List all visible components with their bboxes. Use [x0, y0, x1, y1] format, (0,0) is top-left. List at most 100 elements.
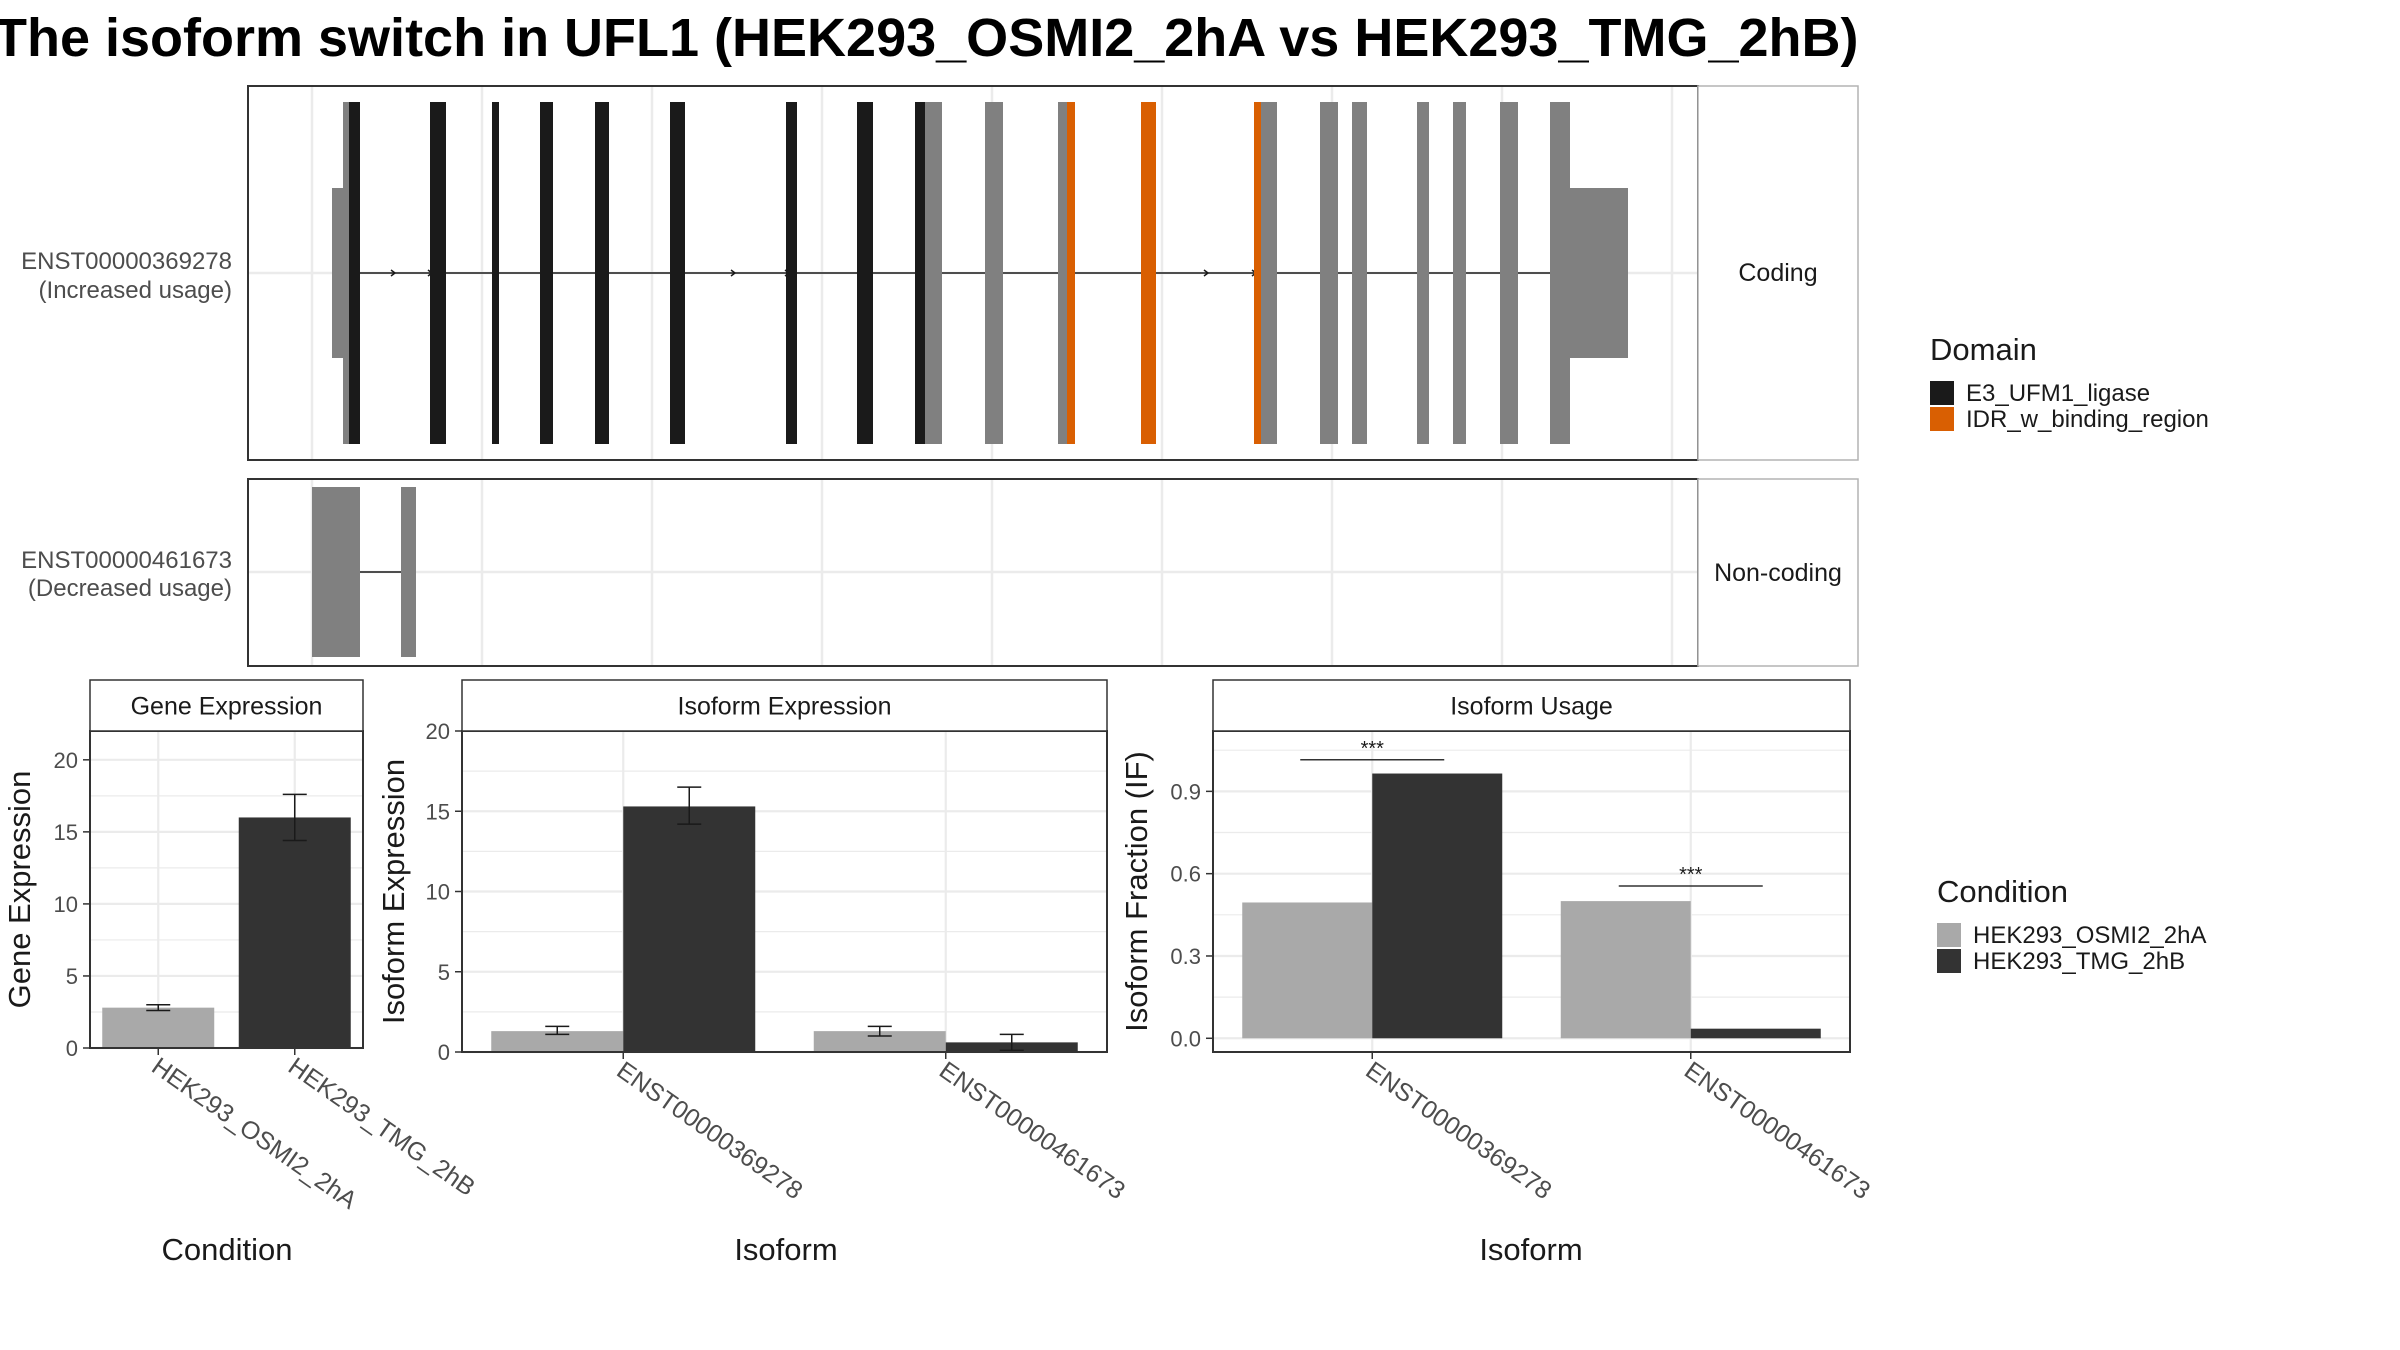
- bar-panel-1: Isoform Expression 0 5 10 15 20 ENST0000036927…: [376, 679, 1130, 1267]
- bar-chart-panels: Gene Expression05101520HEK293_OSMI2_2hAH…: [2, 679, 1875, 1267]
- exon-domain-e3: [540, 102, 553, 444]
- strip-title: Gene Expression: [131, 693, 323, 721]
- domain-legend-title: Domain: [1930, 332, 2037, 367]
- bar-HEK293_TMG_2hB-ENST00000369278: [1372, 773, 1503, 1039]
- x-axis-title: Condition: [162, 1232, 293, 1267]
- condition-legend: Condition HEK293_OSMI2_2hA HEK293_TMG_2h…: [1937, 874, 2206, 975]
- legend-swatch-idr: [1930, 407, 1954, 431]
- exon: [1453, 102, 1466, 444]
- x-tick-label: ENST00000369278: [612, 1056, 808, 1205]
- panel-strip: [1212, 679, 1851, 732]
- exons-e3-ufm1-ligase: [349, 102, 925, 444]
- x-tick-label: ENST00000461673: [934, 1056, 1130, 1205]
- exon-domain-e3: [595, 102, 609, 444]
- panel-strip: [89, 679, 364, 732]
- exon-domain-e3: [430, 102, 446, 444]
- structure-strip: [1697, 85, 1859, 461]
- exon: [401, 487, 416, 657]
- x-tick-label: ENST00000461673: [1679, 1056, 1875, 1205]
- figure-title: The isoform switch in UFL1 (HEK293_OSMI2…: [0, 8, 1858, 68]
- y-tick-label: 5: [66, 964, 78, 989]
- x-axis-title: Isoform: [734, 1232, 837, 1267]
- y-tick-label: 15: [426, 799, 450, 824]
- exon-domain-e3: [857, 102, 873, 444]
- structure-panel-coding: Coding ENST00000369278 (Increased usage): [21, 85, 1859, 461]
- exon-domain-idr: [1067, 102, 1075, 444]
- bar-HEK293_OSMI2_2hA-ENST00000461673: [1560, 901, 1691, 1039]
- y-tick-label: 10: [54, 892, 78, 917]
- exon: [925, 102, 942, 444]
- legend-label-tmg: HEK293_TMG_2hB: [1973, 948, 2185, 975]
- exon-domain-e3: [492, 102, 499, 444]
- isoform-label-coding: ENST00000369278: [21, 248, 232, 275]
- y-tick-label: 0.3: [1170, 944, 1201, 969]
- bar-panel-2: *** *** Isoform Usage 0.0 0.3 0.6 0.9 ENST00000…: [1119, 679, 1875, 1267]
- strip-label-noncoding: Non-coding: [1714, 559, 1842, 587]
- x-axis-title: Isoform: [1479, 1232, 1582, 1267]
- isoform-label-noncoding: ENST00000461673: [21, 547, 232, 574]
- x-tick-label: ENST00000369278: [1361, 1056, 1557, 1205]
- legend-swatch-osmi2: [1937, 923, 1961, 947]
- significance-label: ***: [1361, 738, 1385, 760]
- exon-domain-e3: [349, 102, 360, 444]
- structure-grid-noncoding: [248, 479, 1698, 666]
- exon: [985, 102, 1003, 444]
- exon: [1550, 102, 1570, 444]
- exons-plain-coding: [332, 102, 1628, 444]
- exon: [1058, 102, 1067, 444]
- exon: [1500, 102, 1518, 444]
- structure-panel-noncoding: Non-coding ENST00000461673 (Decreased us…: [21, 478, 1859, 667]
- exon: [1320, 102, 1338, 444]
- strip-title: Isoform Usage: [1450, 693, 1613, 721]
- y-axis-title: Isoform Fraction (IF): [1119, 751, 1154, 1032]
- y-tick-label: 0: [438, 1040, 450, 1065]
- exon: [1417, 102, 1429, 444]
- exon-domain-e3: [786, 102, 797, 444]
- exon: [312, 487, 360, 657]
- legend-swatch-tmg: [1937, 949, 1961, 973]
- bar-HEK293_OSMI2_2hA-ENST00000461673: [813, 1031, 946, 1052]
- legend-swatch-e3: [1930, 381, 1954, 405]
- exon-domain-e3: [670, 102, 685, 444]
- exon: [1261, 102, 1277, 444]
- usage-label-coding: (Increased usage): [39, 277, 232, 304]
- y-tick-label: 5: [438, 960, 450, 985]
- usage-label-noncoding: (Decreased usage): [28, 575, 232, 602]
- bar-HEK293_TMG_2hB-ENST00000369278: [623, 806, 756, 1052]
- bar-HEK293_OSMI2_2hA-ENST00000369278: [1242, 902, 1373, 1039]
- bar-HEK293_OSMI2_2hA-HEK293_OSMI2_2hA: [102, 1007, 215, 1048]
- strip-label-coding: Coding: [1738, 259, 1817, 287]
- exons-idr-binding-region: [1067, 102, 1261, 444]
- y-tick-label: 15: [54, 820, 78, 845]
- structure-strip: [1697, 478, 1859, 667]
- y-axis-title: Gene Expression: [2, 771, 37, 1009]
- exon-domain-idr: [1141, 102, 1156, 444]
- y-tick-label: 20: [426, 719, 450, 744]
- bar-HEK293_TMG_2hB-HEK293_TMG_2hB: [238, 817, 351, 1048]
- y-tick-label: 0.9: [1170, 779, 1201, 804]
- y-tick-label: 0: [66, 1036, 78, 1061]
- exon-utr: [1570, 188, 1628, 358]
- legend-label-e3: E3_UFM1_ligase: [1966, 380, 2150, 407]
- exon-domain-idr: [1254, 102, 1261, 444]
- condition-legend-title: Condition: [1937, 874, 2068, 909]
- y-tick-label: 10: [426, 880, 450, 905]
- y-tick-label: 0.6: [1170, 862, 1201, 887]
- bar-HEK293_OSMI2_2hA-ENST00000369278: [491, 1031, 624, 1052]
- exon: [343, 102, 349, 444]
- significance-label: ***: [1679, 864, 1703, 886]
- y-tick-label: 20: [54, 748, 78, 773]
- exon: [332, 188, 343, 358]
- legend-label-idr: IDR_w_binding_region: [1966, 406, 2209, 433]
- exon-domain-e3: [915, 102, 925, 444]
- strip-title: Isoform Expression: [678, 693, 892, 721]
- domain-legend: Domain E3_UFM1_ligase IDR_w_binding_regi…: [1930, 332, 2209, 433]
- y-tick-label: 0.0: [1170, 1026, 1201, 1051]
- exon: [1352, 102, 1367, 444]
- exons-plain-noncoding: [312, 487, 416, 657]
- bar-HEK293_TMG_2hB-ENST00000461673: [1690, 1028, 1821, 1039]
- panel-strip: [461, 679, 1108, 732]
- y-axis-title: Isoform Expression: [376, 759, 411, 1024]
- legend-label-osmi2: HEK293_OSMI2_2hA: [1973, 922, 2206, 949]
